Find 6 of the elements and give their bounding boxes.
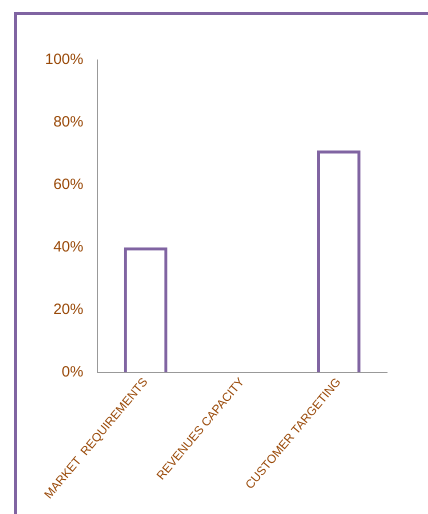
y-tick-label: 60% (53, 176, 84, 194)
y-tick-label: 100% (44, 51, 84, 68)
y-tick-label: 80% (53, 114, 84, 131)
y-tick-label: 0% (62, 363, 84, 380)
y-tick-label: 40% (53, 238, 84, 256)
y-tick-label: 20% (53, 300, 84, 318)
